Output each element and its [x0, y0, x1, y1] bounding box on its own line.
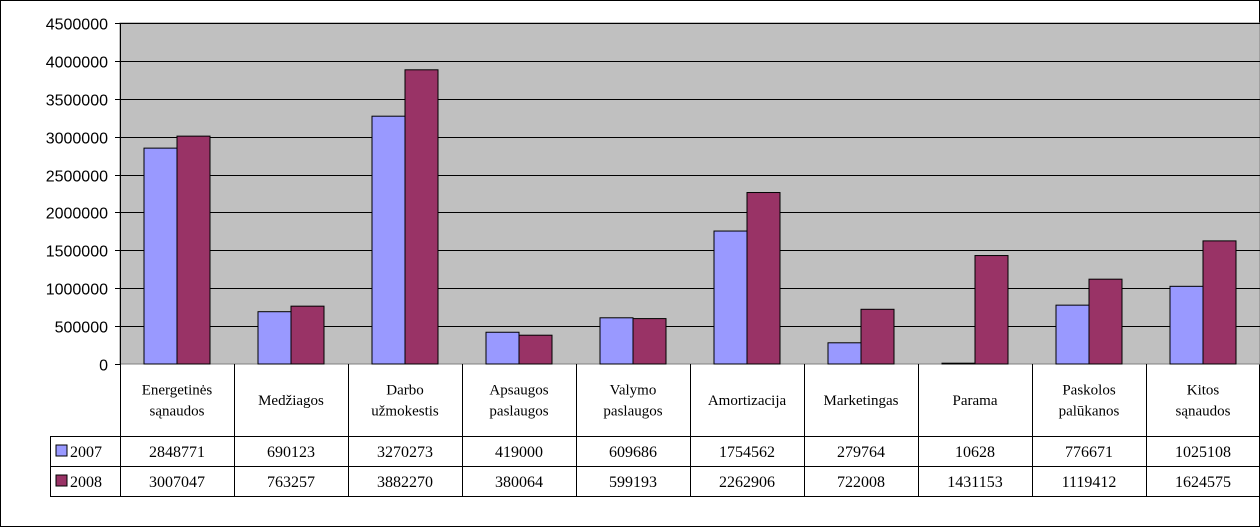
category-label: Valymo [610, 383, 657, 399]
bar-2008-7 [974, 255, 1009, 365]
y-tick-label: 0 [99, 358, 108, 375]
legend-label-2007: 2007 [70, 444, 102, 461]
category-label: Parama [953, 393, 998, 409]
bar-2007-0 [143, 147, 178, 365]
table-value-2008: 3882270 [377, 474, 433, 491]
bar-2008-4 [632, 318, 667, 365]
y-tick-label: 2000000 [46, 206, 108, 223]
category-label: palūkanos [1059, 404, 1120, 420]
category-label: Darbo [386, 383, 424, 399]
table-value-2008: 380064 [495, 474, 543, 491]
table-value-2008: 2262906 [719, 474, 775, 491]
table-value-2008: 3007047 [149, 474, 205, 491]
table-value-2008: 763257 [267, 474, 315, 491]
category-label: užmokestis [371, 404, 439, 420]
category-label: Paskolos [1062, 383, 1116, 399]
bar-2008-1 [290, 305, 325, 365]
category-label: Energetinės [142, 383, 213, 399]
table-value-2007: 10628 [955, 444, 995, 461]
table-value-2007: 1754562 [719, 444, 775, 461]
bar-2008-6 [860, 308, 895, 365]
table-value-2008: 1119412 [1062, 474, 1117, 491]
category-label: Amortizacija [708, 393, 787, 409]
bar-2008-2 [404, 69, 439, 365]
y-tick-label: 3500000 [46, 93, 108, 110]
category-label: Kitos [1187, 383, 1220, 399]
category-label: Medžiagos [258, 393, 324, 409]
bar-2007-2 [371, 115, 406, 365]
table-value-2007: 690123 [267, 444, 315, 461]
y-tick-label: 1000000 [46, 282, 108, 299]
category-label: paslaugos [603, 404, 662, 420]
y-tick-label: 3000000 [46, 131, 108, 148]
bar-2008-0 [176, 135, 211, 365]
y-tick-label: 500000 [55, 320, 108, 337]
bar-2008-9 [1202, 240, 1237, 365]
category-label: Apsaugos [489, 383, 548, 399]
table-value-2008: 1624575 [1175, 474, 1231, 491]
table-value-2007: 609686 [609, 444, 657, 461]
category-label: paslaugos [489, 404, 548, 420]
bar-2008-5 [746, 192, 781, 365]
bar-2007-1 [257, 311, 292, 365]
table-value-2007: 3270273 [377, 444, 433, 461]
y-tick-label: 2500000 [46, 169, 108, 186]
bar-2007-9 [1169, 285, 1204, 365]
y-tick-label: 4500000 [46, 17, 108, 34]
table-value-2007: 2848771 [149, 444, 205, 461]
y-tick-label: 4000000 [46, 55, 108, 72]
bar-2007-6 [827, 342, 862, 365]
table-value-2007: 1025108 [1175, 444, 1231, 461]
bar-2008-3 [518, 334, 553, 365]
category-label: sąnaudos [150, 404, 205, 420]
y-tick-label: 1500000 [46, 244, 108, 261]
category-label: Marketingas [824, 393, 899, 409]
bar-2007-4 [599, 317, 634, 365]
legend-label-2008: 2008 [70, 474, 102, 491]
bar-2007-8 [1055, 304, 1090, 365]
category-label: sąnaudos [1176, 404, 1231, 420]
bar-2007-5 [713, 230, 748, 365]
table-value-2007: 419000 [495, 444, 543, 461]
table-value-2008: 722008 [837, 474, 885, 491]
table-value-2008: 1431153 [947, 474, 1002, 491]
table-value-2008: 599193 [609, 474, 657, 491]
legend-key-2008 [55, 474, 68, 487]
bar-2007-3 [485, 331, 520, 365]
bar-2007-7 [941, 362, 976, 365]
table-value-2007: 279764 [837, 444, 885, 461]
legend-key-2007 [55, 444, 68, 457]
table-value-2007: 776671 [1065, 444, 1113, 461]
bar-2008-8 [1088, 278, 1123, 365]
